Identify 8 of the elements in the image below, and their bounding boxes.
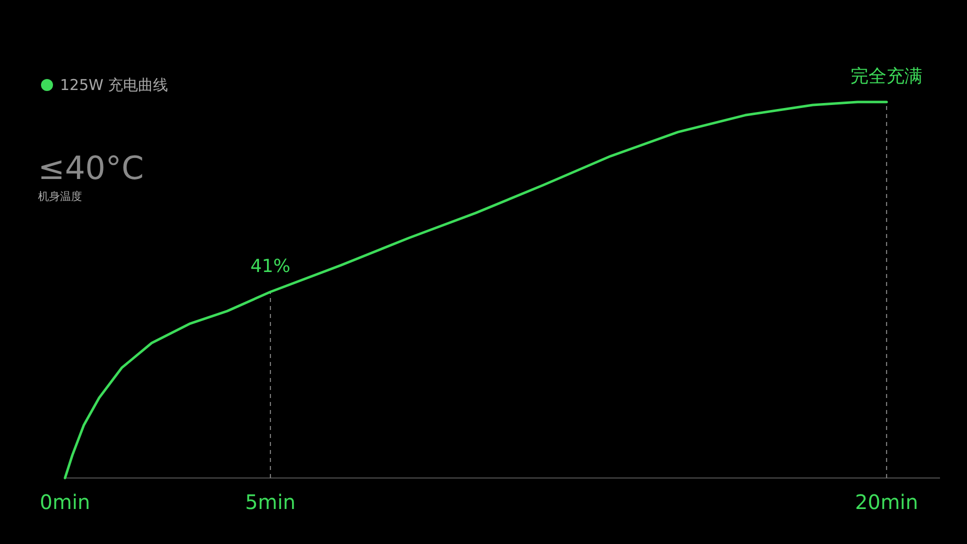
annotation: 机身温度 (38, 190, 82, 203)
legend-label: 125W 充电曲线 (60, 76, 168, 94)
x-tick-label: 5min (245, 490, 296, 514)
x-tick-label: 20min (855, 490, 918, 514)
annotation: 完全充满 (850, 66, 923, 87)
x-tick-label: 0min (40, 490, 90, 514)
annotation: 41% (250, 256, 290, 277)
annotation: ≤40°C (38, 149, 144, 187)
